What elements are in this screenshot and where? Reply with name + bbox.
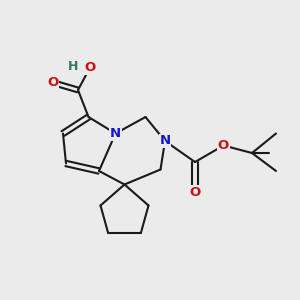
Text: N: N xyxy=(159,134,171,148)
Text: O: O xyxy=(84,61,96,74)
Text: O: O xyxy=(218,139,229,152)
Text: N: N xyxy=(110,127,121,140)
Text: O: O xyxy=(189,185,201,199)
Text: O: O xyxy=(47,76,58,89)
Text: H: H xyxy=(68,59,79,73)
